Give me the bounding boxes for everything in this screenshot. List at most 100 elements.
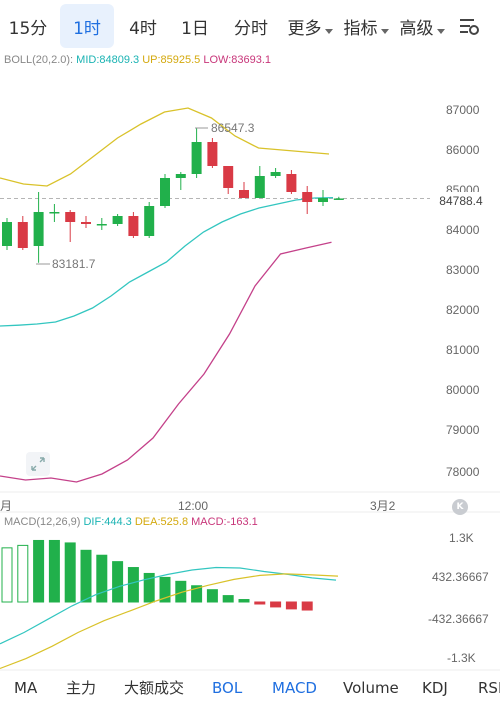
macd-histogram-bar (143, 572, 155, 603)
macd-histogram-bar (159, 576, 171, 603)
candle-body (33, 212, 44, 246)
macd-value: MACD:-163.1 (191, 516, 258, 528)
candle-body (160, 178, 170, 206)
macd-histogram-bar (112, 561, 124, 603)
price-tick: 86000 (446, 143, 480, 157)
macd-histogram-bar (33, 539, 45, 603)
macd-histogram-bar (238, 599, 250, 603)
macd-histogram-bar (206, 589, 218, 603)
macd-tick: -432.36667 (428, 612, 489, 626)
macd-dif: DIF:444.3 (83, 516, 132, 528)
chart-settings-icon[interactable] (450, 4, 488, 48)
macd-histogram-bar (96, 554, 108, 603)
chart-grid (0, 197, 500, 671)
macd-tick: 432.36667 (432, 570, 489, 584)
macd-name: MACD(12,26,9) (4, 516, 81, 528)
boll-lower-line (0, 241, 332, 483)
macd-histogram-bar (254, 601, 266, 605)
time-tick: 月 (0, 499, 12, 513)
timeframe-tabs: 15分 1时 4时 1日 分时 更多 指标 高级 (0, 0, 500, 52)
candle-body (239, 190, 249, 198)
tab-indicators-label: 指标 (343, 18, 378, 39)
tab-volume[interactable]: Volume (343, 678, 399, 697)
tab-macd[interactable]: MACD (272, 678, 317, 697)
candle-body (81, 222, 91, 224)
macd-histogram-bar (127, 567, 139, 603)
candle-body (302, 192, 313, 202)
macd-histogram-bar (270, 601, 282, 608)
macd-histogram-bar (1, 547, 13, 603)
candle-body (270, 172, 281, 176)
tab-timeshare[interactable]: 分时 (234, 18, 268, 39)
macd-axis: 1.3K 432.36667 -432.36667 -1.3K (428, 531, 489, 665)
candle-body (65, 212, 76, 222)
tab-kdj[interactable]: KDJ (422, 678, 448, 697)
tab-boll[interactable]: BOL (212, 678, 243, 697)
candle-body (207, 142, 218, 166)
caret-down-icon (436, 28, 445, 34)
tab-more[interactable]: 更多 (282, 4, 338, 48)
candle-body (318, 198, 328, 202)
boll-upper-line (0, 107, 330, 187)
tab-4h[interactable]: 4时 (129, 18, 157, 39)
candle-body (49, 212, 60, 214)
macd-dea-line (0, 573, 339, 670)
macd-tick: -1.3K (447, 651, 476, 665)
current-price-tag: 84788.4 (430, 192, 492, 209)
tab-advanced-label: 高级 (399, 18, 434, 39)
boll-lines (0, 107, 334, 483)
tab-advanced[interactable]: 高级 (394, 4, 450, 48)
candle-body (144, 206, 155, 236)
macd-histogram-bar (285, 601, 297, 610)
macd-histogram-bar (301, 601, 313, 611)
high-annotation: 86547.3 (211, 121, 255, 135)
macd-histogram-bar (64, 542, 76, 603)
time-axis: 月 12:00 3月2 (0, 499, 396, 513)
boll-mid-line (0, 196, 334, 327)
candle-body (112, 216, 123, 224)
tab-large-trades[interactable]: 大额成交 (124, 679, 185, 697)
time-tick: 12:00 (178, 499, 208, 513)
candle-body (96, 224, 107, 226)
boll-name: BOLL(20,2.0): (4, 54, 74, 66)
candles (2, 128, 344, 263)
expand-arrows-icon[interactable] (26, 452, 50, 476)
tab-rsi[interactable]: RSI (478, 678, 500, 697)
candle-body (175, 174, 186, 178)
k-logo-icon: K (452, 499, 468, 515)
candle-body (128, 216, 139, 236)
tab-15m[interactable]: 15分 (8, 18, 48, 39)
candle-body (2, 222, 12, 246)
candle-body (17, 222, 28, 248)
macd-histogram-bar (222, 595, 234, 603)
indicator-tabs: MA 主力 大额成交 BOL MACD Volume KDJ RSI (0, 672, 500, 703)
price-tick: 82000 (446, 303, 480, 317)
macd-dea: DEA:525.8 (134, 516, 189, 528)
price-tick: 79000 (446, 423, 480, 437)
candle-body (223, 166, 234, 188)
macd-tick: 1.3K (449, 531, 474, 545)
price-tick: 81000 (446, 343, 480, 357)
candle-body (191, 142, 202, 174)
boll-up: UP:85925.5 (142, 54, 201, 66)
boll-legend: BOLL(20,2.0): MID:84809.3 UP:85925.5 LOW… (4, 54, 271, 66)
price-tick: 87000 (446, 103, 480, 117)
caret-down-icon (324, 28, 333, 34)
candle-body (333, 198, 344, 200)
price-annotations: 86547.3 83181.7 (36, 121, 255, 271)
tab-indicators[interactable]: 指标 (338, 4, 394, 48)
macd-histogram-bar (191, 585, 203, 603)
boll-low: LOW:83693.1 (203, 54, 272, 66)
price-tick: 84000 (446, 223, 480, 237)
low-annotation: 83181.7 (52, 257, 96, 271)
price-tick: 78000 (446, 465, 480, 479)
tab-1h[interactable]: 1时 (60, 4, 114, 48)
tab-1d[interactable]: 1日 (181, 18, 209, 39)
candle-body (254, 176, 265, 198)
tab-main-force[interactable]: 主力 (66, 679, 97, 697)
price-axis: 87000 86000 85000 84000 83000 82000 8100… (446, 103, 480, 479)
caret-down-icon (380, 28, 389, 34)
tab-ma[interactable]: MA (14, 678, 38, 697)
macd-legend: MACD(12,26,9) DIF:444.3 DEA:525.8 MACD:-… (4, 516, 258, 528)
kline-chart[interactable]: 86547.3 83181.7 87000 86000 85000 84000 … (0, 52, 500, 672)
